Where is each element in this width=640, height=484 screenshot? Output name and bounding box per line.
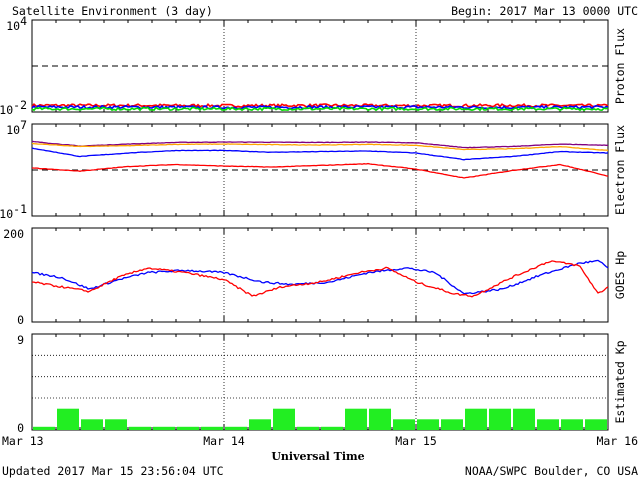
updated-timestamp: Updated 2017 Mar 15 23:56:04 UTC bbox=[2, 464, 224, 478]
proton-series-line-3 bbox=[31, 106, 609, 112]
kp-bar bbox=[129, 426, 151, 430]
hp-panel-frame bbox=[31, 227, 609, 323]
x-axis-label: Universal Time bbox=[271, 450, 364, 463]
credit-label: NOAA/SWPC Boulder, CO USA bbox=[465, 464, 638, 478]
electron-y-tick-label: 107 bbox=[6, 118, 27, 137]
kp-bar bbox=[273, 408, 295, 430]
kp-bar bbox=[81, 419, 103, 430]
kp-bar bbox=[33, 426, 55, 430]
begin-date: Begin: 2017 Mar 13 0000 UTC bbox=[451, 4, 638, 18]
x-tick-label: Mar 16 bbox=[596, 434, 638, 448]
hp-y-axis-label: GOES Hp bbox=[613, 251, 627, 300]
hp-series-line-1 bbox=[31, 259, 609, 295]
kp-bar bbox=[489, 408, 511, 430]
proton-y-axis-label: Proton Flux bbox=[613, 28, 627, 104]
chart-title: Satellite Environment (3 day) bbox=[12, 4, 213, 18]
hp-y-tick-label: 0 bbox=[17, 313, 24, 327]
hp-series-line-2 bbox=[32, 260, 609, 298]
kp-bar bbox=[465, 408, 487, 430]
kp-bar bbox=[585, 419, 607, 430]
kp-bar bbox=[225, 426, 247, 430]
kp-bar bbox=[201, 426, 223, 430]
electron-series-line-1 bbox=[31, 140, 608, 149]
electron-series-line-2 bbox=[31, 142, 609, 151]
proton-panel-frame bbox=[31, 19, 609, 113]
kp-bar bbox=[393, 419, 415, 430]
kp-bar bbox=[537, 419, 559, 430]
kp-bar bbox=[177, 426, 199, 430]
proton-series-line-1 bbox=[31, 102, 609, 109]
kp-bar bbox=[249, 419, 271, 430]
x-tick-label: Mar 15 bbox=[395, 434, 437, 448]
kp-y-axis-label: Estimated Kp bbox=[613, 340, 627, 423]
electron-y-tick-label: 10-1 bbox=[0, 202, 27, 221]
kp-bar bbox=[297, 426, 319, 430]
electron-y-axis-label: Electron Flux bbox=[613, 125, 627, 215]
kp-bar bbox=[321, 426, 343, 430]
proton-series-line-2 bbox=[31, 104, 609, 110]
kp-bar bbox=[345, 408, 367, 430]
electron-series-line-4 bbox=[31, 162, 609, 179]
kp-bar bbox=[513, 408, 535, 430]
electron-series-line-3 bbox=[31, 147, 609, 161]
kp-bar bbox=[441, 419, 463, 430]
kp-bar bbox=[153, 426, 175, 430]
kp-y-tick-label: 0 bbox=[17, 421, 24, 435]
proton-y-tick-label: 10-2 bbox=[0, 98, 27, 117]
kp-bar bbox=[369, 408, 391, 430]
hp-y-tick-label: 200 bbox=[3, 227, 24, 241]
kp-bar bbox=[417, 419, 439, 430]
x-tick-label: Mar 14 bbox=[203, 434, 245, 448]
kp-bar bbox=[57, 408, 79, 430]
kp-bar bbox=[105, 419, 127, 430]
x-tick-label: Mar 13 bbox=[2, 434, 44, 448]
kp-y-tick-label: 9 bbox=[17, 333, 24, 347]
kp-bar bbox=[561, 419, 583, 430]
